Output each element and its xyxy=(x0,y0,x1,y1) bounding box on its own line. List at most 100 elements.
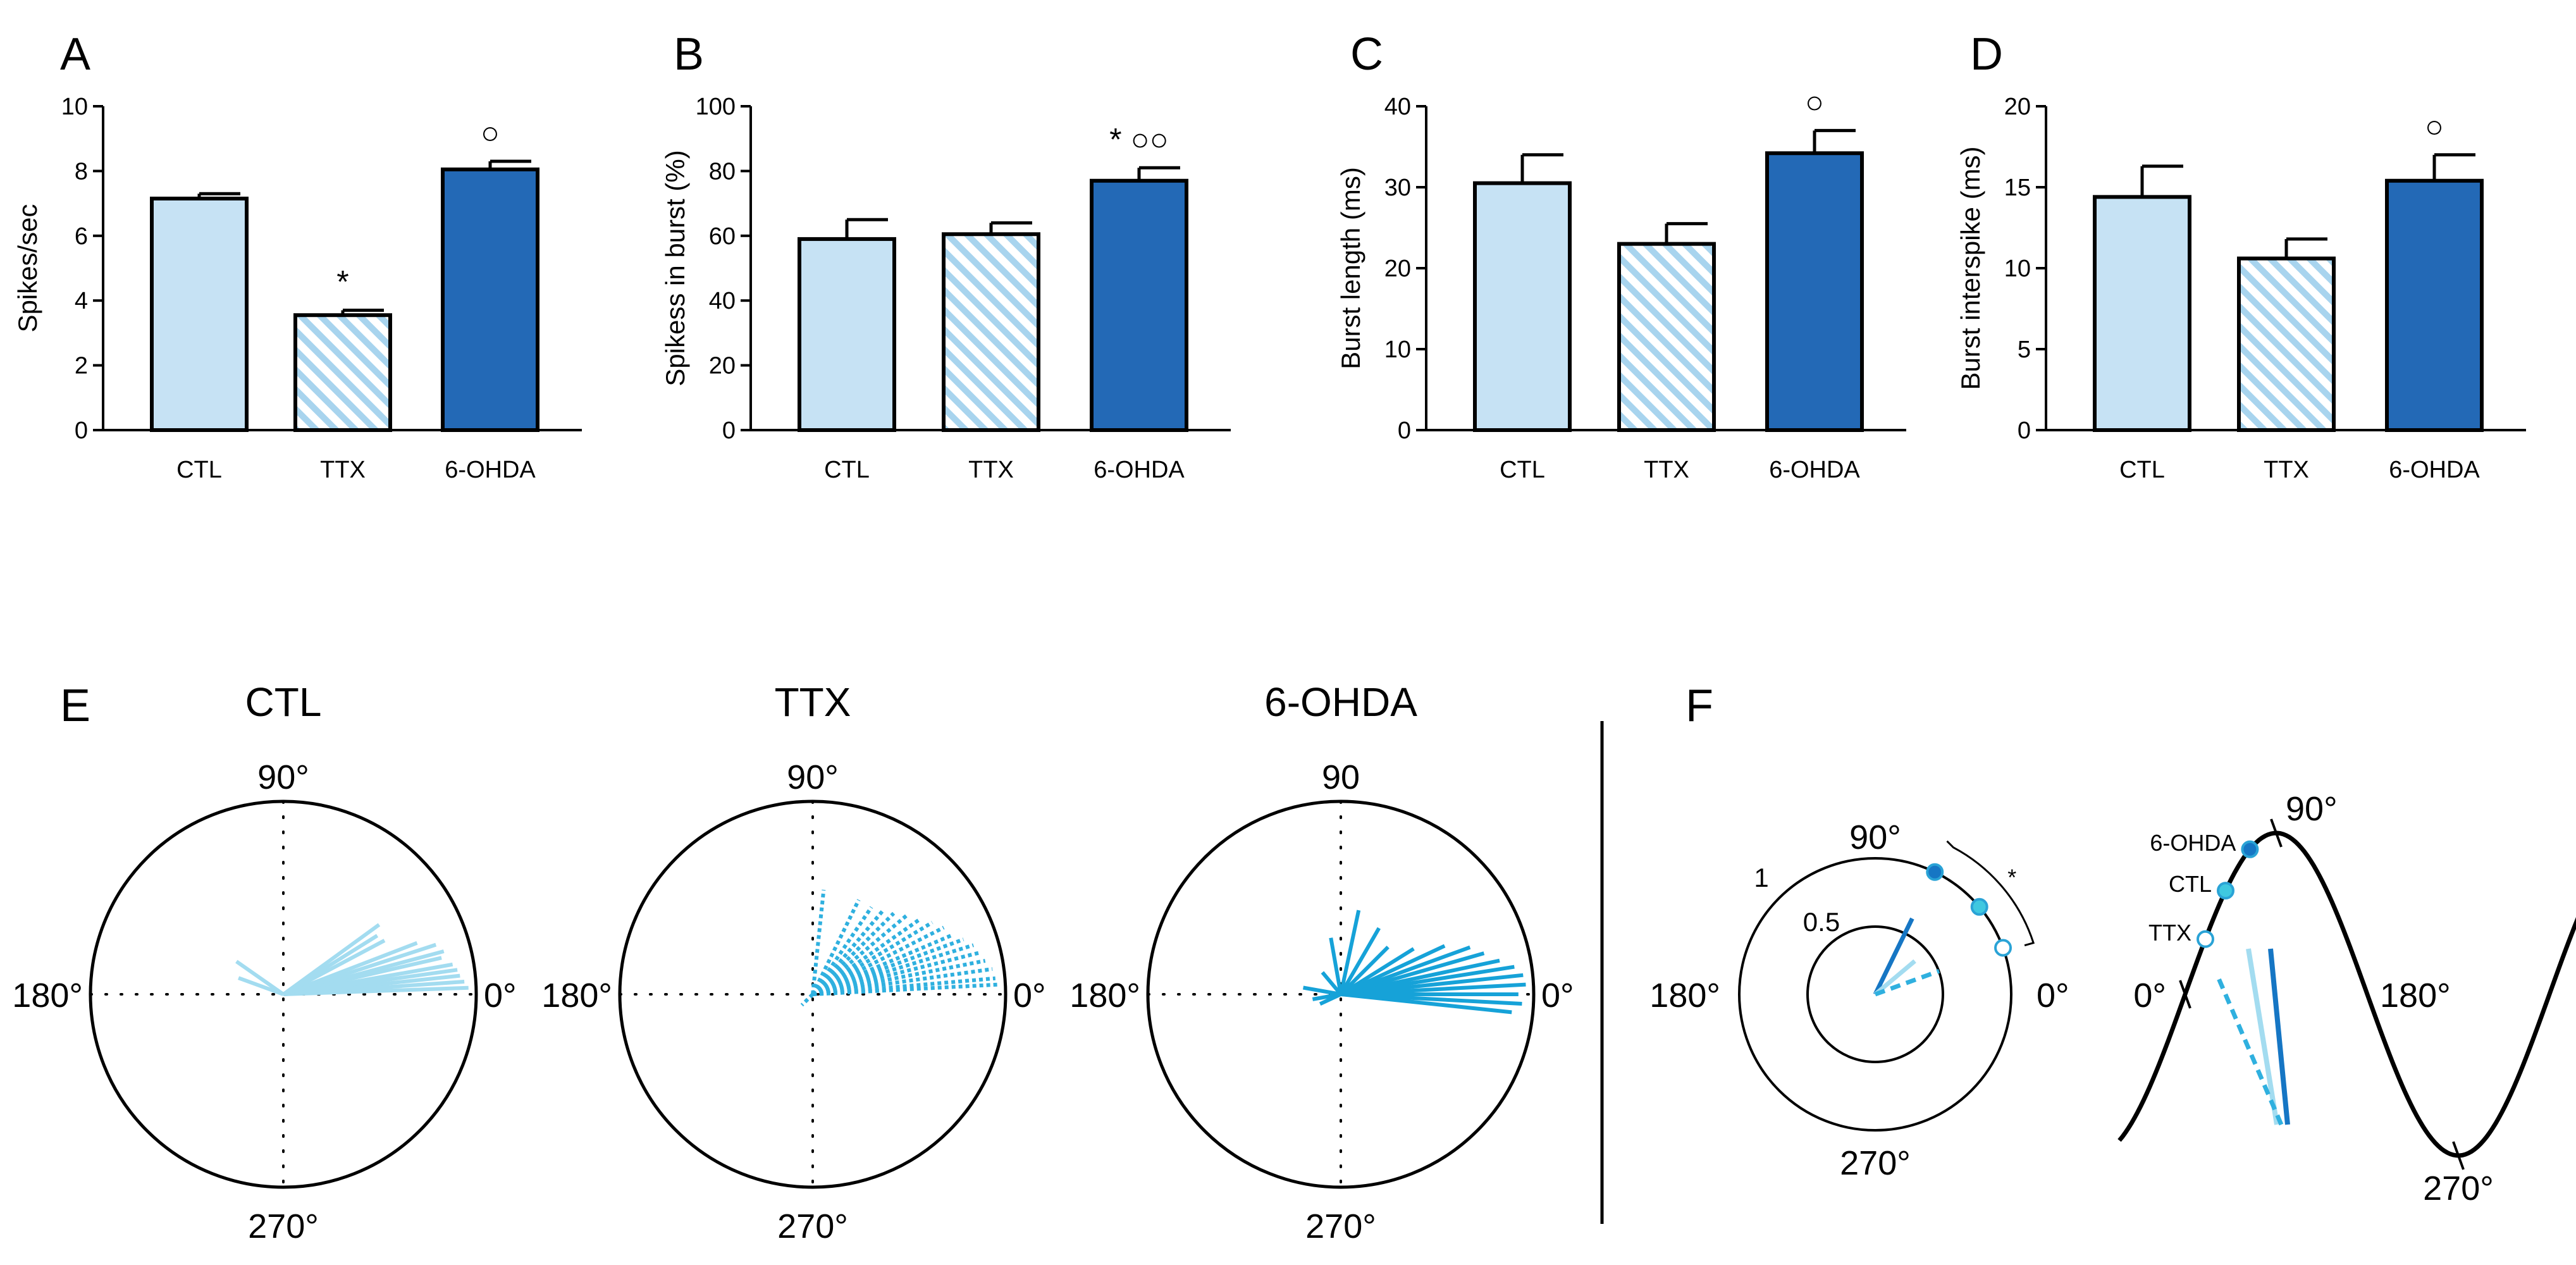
x-tick-label-6-ohda: 6-OHDA xyxy=(1769,457,1860,483)
bar-ttx xyxy=(293,313,392,432)
phase-tick-90 xyxy=(2270,818,2283,848)
polar-plot-ttx: TTX 90° 270° 180° 0° xyxy=(541,679,1045,1245)
ring-label-outer: 1 xyxy=(1754,863,1768,892)
polar-vector xyxy=(282,923,381,996)
polar-label-right: 0° xyxy=(1013,977,1046,1015)
y-tick-label: 20 xyxy=(1384,256,1411,282)
significance-star: * xyxy=(2007,864,2016,890)
y-axis-label: Spikess in burst (%) xyxy=(660,150,690,386)
phase-tick-180 xyxy=(2361,980,2374,1009)
y-tick-label: 40 xyxy=(709,288,736,314)
mean-vector-ttx xyxy=(1874,968,1940,997)
x-tick-label-ttx: TTX xyxy=(968,457,1014,483)
polar-label-right: 0° xyxy=(484,977,517,1015)
sine-curve xyxy=(2117,830,2576,1158)
polar-vector xyxy=(238,976,285,996)
x-tick-label-ctl: CTL xyxy=(176,457,222,483)
phase-label-180: 180° xyxy=(2380,977,2451,1015)
y-axis-label: Burst interspike (ms) xyxy=(1956,146,1985,390)
panel-letter-c: C xyxy=(1350,29,1383,80)
bar-ctl xyxy=(2093,195,2191,432)
bar-ctl xyxy=(798,237,896,432)
x-tick-label-ctl: CTL xyxy=(824,457,870,483)
polar-vector xyxy=(811,911,896,996)
y-tick-label: 40 xyxy=(1384,94,1411,120)
label-left: 180° xyxy=(1649,977,1720,1015)
x-tick-label-ttx: TTX xyxy=(1644,457,1689,483)
label-top: 90° xyxy=(1849,818,1901,856)
phase-label-90: 90° xyxy=(2286,790,2338,828)
phase-dot-ctl xyxy=(1970,898,1988,916)
polar-vector xyxy=(1319,992,1342,1006)
y-tick-label: 10 xyxy=(2004,256,2031,282)
polar-vector xyxy=(1339,927,1381,996)
y-tick-label: 80 xyxy=(709,158,736,185)
polar-label-top: 90° xyxy=(257,758,309,796)
bar-ctl xyxy=(150,196,249,432)
phase-label-270: 270° xyxy=(2423,1169,2494,1207)
polar-label-right: 0° xyxy=(1541,977,1574,1015)
polar-vector xyxy=(811,932,954,996)
phase-dot-label-ttx: TTX xyxy=(2148,920,2191,946)
bar-6-ohda xyxy=(1765,151,1864,433)
polar-label-left: 180° xyxy=(1069,977,1140,1015)
sine-summary-f: 0° 90° 180° 270° 6-OHDA CTL TTX xyxy=(2117,790,2576,1207)
y-tick-label: 10 xyxy=(61,94,88,120)
panel-letter-b: B xyxy=(674,29,704,80)
panel-letter-e: E xyxy=(60,681,90,731)
polar-vector xyxy=(1340,947,1415,996)
bar-6-ohda xyxy=(2385,178,2484,432)
polar-vector xyxy=(811,899,861,996)
polar-vector xyxy=(1321,971,1343,996)
polar-plot-6-ohda: 6-OHDA 90 270° 180° 0° xyxy=(1069,679,1574,1245)
y-tick-label: 15 xyxy=(2004,175,2031,201)
phase-tick-0 xyxy=(2179,980,2191,1009)
polar-title: 6-OHDA xyxy=(1264,679,1417,725)
y-axis-label: Burst length (ms) xyxy=(1336,167,1365,369)
polar-vector xyxy=(282,941,418,996)
polar-title: TTX xyxy=(775,679,851,725)
x-tick-label-ttx: TTX xyxy=(2264,457,2309,483)
significance-mark-ttx: * xyxy=(336,264,348,300)
x-tick-label-6-ohda: 6-OHDA xyxy=(445,457,536,483)
sine-vector-ctl xyxy=(2246,948,2279,1125)
sine-vector-6-ohda xyxy=(2268,948,2290,1125)
mean-vector-ctl xyxy=(1873,959,1916,996)
polar-label-bottom: 270° xyxy=(777,1207,848,1245)
phase-dot-6-ohda xyxy=(1926,863,1944,881)
phase-tick-270 xyxy=(2452,1141,2465,1170)
x-tick-label-ctl: CTL xyxy=(1500,457,1545,483)
panel-letter-d: D xyxy=(1970,29,2003,80)
polar-vector xyxy=(235,960,285,996)
bar-ttx xyxy=(942,232,1040,432)
bar-chart-d: 0 5 10 15 20 Burst interspike (ms) CTL TTX 6-OHD… xyxy=(1956,94,2526,483)
polar-vector xyxy=(800,992,815,1007)
y-tick-label: 20 xyxy=(709,353,736,379)
polar-vector xyxy=(1340,945,1471,996)
panel-letter-f: F xyxy=(1685,681,1713,731)
polar-label-left: 180° xyxy=(541,977,612,1015)
polar-label-bottom: 270° xyxy=(1305,1207,1376,1245)
polar-label-top: 90 xyxy=(1322,758,1360,796)
mean-vector-6-ohda xyxy=(1873,917,1914,996)
polar-vector xyxy=(811,937,964,996)
y-tick-label: 10 xyxy=(1384,336,1411,363)
y-tick-label: 2 xyxy=(75,353,88,379)
bar-ttx xyxy=(1617,242,1716,432)
y-tick-label: 6 xyxy=(75,223,88,250)
x-tick-label-6-ohda: 6-OHDA xyxy=(1094,457,1185,483)
y-tick-label: 30 xyxy=(1384,175,1411,201)
x-tick-label-6-ohda: 6-OHDA xyxy=(2389,457,2480,483)
polar-vector xyxy=(1329,937,1343,995)
y-tick-label: 0 xyxy=(75,417,88,444)
phase-dot-ctl xyxy=(2217,882,2234,900)
y-tick-label: 4 xyxy=(75,288,88,314)
bar-chart-c: 0 10 20 30 40 Burst length (ms) CTL TTX 6-OHDA ○ xyxy=(1336,84,1906,483)
y-tick-label: 60 xyxy=(709,223,736,250)
y-tick-label: 5 xyxy=(2018,336,2031,363)
phase-dot-ttx xyxy=(2197,930,2214,948)
polar-label-left: 180° xyxy=(12,977,83,1015)
y-tick-label: 8 xyxy=(75,158,88,185)
outer-ring xyxy=(1738,857,2012,1132)
polar-plot-ctl: CTL 90° 270° 180° 0° xyxy=(12,679,516,1245)
